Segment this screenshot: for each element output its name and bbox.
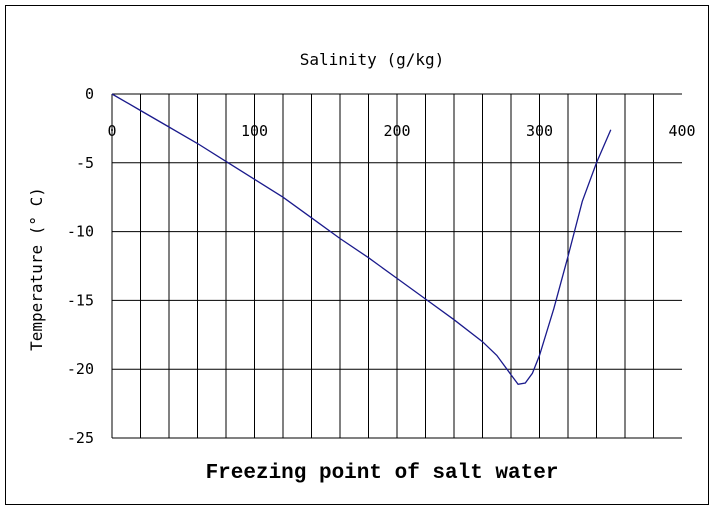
x-tick-label: 400 bbox=[668, 122, 695, 140]
y-axis-title: Temperature (° C) bbox=[27, 187, 46, 351]
x-tick-label: 300 bbox=[526, 122, 553, 140]
y-tick-label: 0 bbox=[85, 85, 94, 103]
chart-title: Freezing point of salt water bbox=[206, 462, 559, 485]
y-tick-label: -20 bbox=[67, 360, 94, 378]
series-line-freezing-point bbox=[111, 93, 612, 386]
y-tick-labels: 0 -5 -10 -15 -20 -25 bbox=[67, 85, 94, 447]
x-axis-title: Salinity (g/kg) bbox=[300, 50, 445, 69]
x-tick-label: 200 bbox=[383, 122, 410, 140]
x-tick-label: 100 bbox=[241, 122, 268, 140]
y-tick-label: -25 bbox=[67, 429, 94, 447]
y-tick-label: -15 bbox=[67, 291, 94, 309]
y-tick-label: -5 bbox=[76, 154, 94, 172]
y-tick-label: -10 bbox=[67, 223, 94, 241]
horizontal-gridlines bbox=[112, 162, 682, 439]
chart-frame bbox=[5, 5, 709, 505]
vertical-gridlines bbox=[140, 94, 654, 438]
x-tick-label: 0 bbox=[107, 122, 116, 140]
x-tick-labels: 0 100 200 300 400 bbox=[107, 122, 695, 140]
